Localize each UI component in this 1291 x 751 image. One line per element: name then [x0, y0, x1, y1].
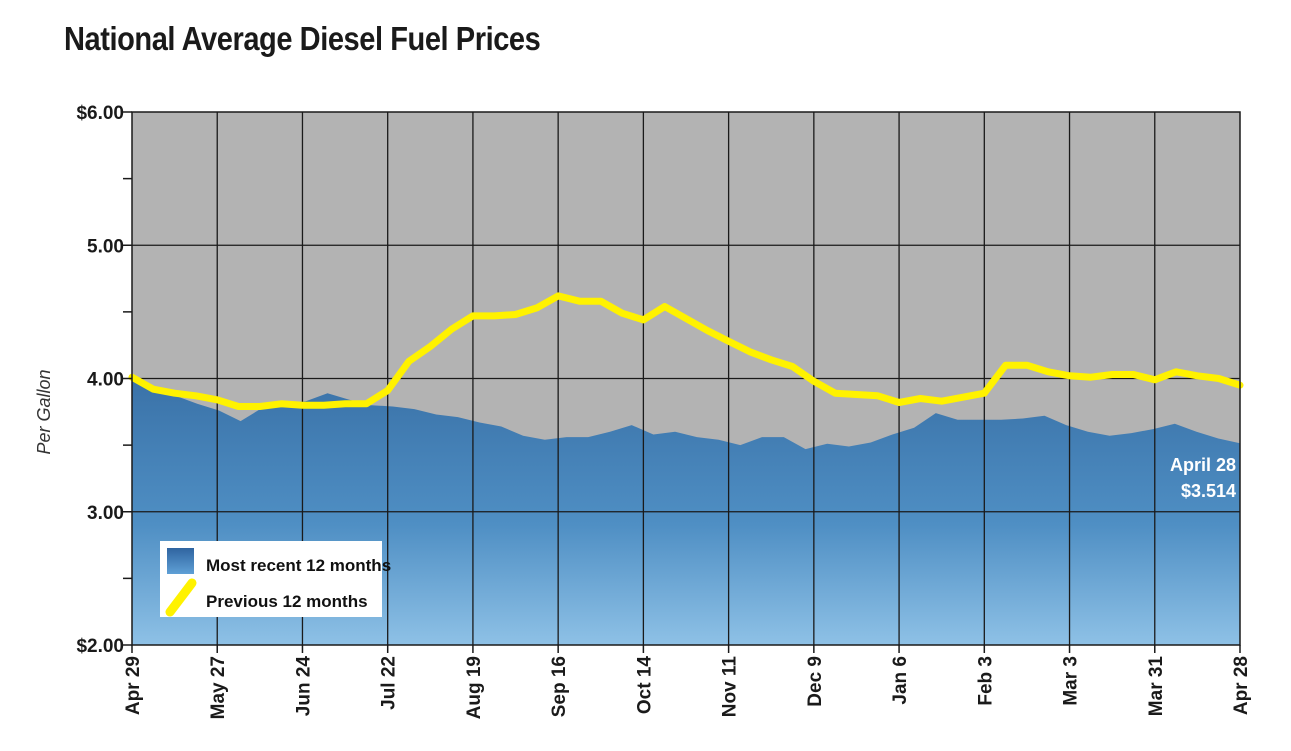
line-previous-12-months	[128, 292, 1244, 410]
legend: Most recent 12 months Previous 12 months	[160, 541, 391, 617]
y-axis-label: Per Gallon	[34, 369, 54, 454]
x-tick-label: Dec 9	[805, 656, 826, 707]
x-tick-label: Nov 11	[720, 656, 741, 718]
legend-box	[160, 541, 382, 617]
y-tick-label: $6.00	[76, 103, 124, 124]
legend-swatch-previous	[165, 578, 197, 617]
x-tick-label: Jun 24	[294, 656, 315, 717]
y-tick-label: 5.00	[87, 236, 124, 257]
chart-title: National Average Diesel Fuel Prices	[64, 20, 541, 57]
x-tick-label: May 27	[208, 656, 229, 719]
legend-label-most-recent: Most recent 12 months	[206, 556, 391, 575]
x-tick-label: Sep 16	[549, 656, 570, 717]
latest-value-annotation: April 28 $3.514	[1170, 455, 1236, 501]
annotation-value: $3.514	[1181, 481, 1236, 501]
annotation-date: April 28	[1170, 455, 1236, 475]
legend-swatch-most-recent	[167, 548, 194, 574]
x-tick-label: Mar 31	[1146, 656, 1167, 717]
y-tick-label: $2.00	[76, 636, 124, 657]
x-tick-label: Jan 6	[890, 656, 911, 705]
x-tick-label: Oct 14	[634, 656, 655, 715]
x-tick-label: Mar 3	[1061, 656, 1082, 706]
x-tick-label: Apr 29	[123, 656, 144, 715]
y-tick-label: 3.00	[87, 503, 124, 524]
x-tick-label: Feb 3	[975, 656, 996, 706]
legend-label-previous: Previous 12 months	[206, 592, 368, 611]
x-tick-label: Aug 19	[464, 656, 485, 719]
y-tick-label: 4.00	[87, 370, 124, 391]
x-tick-label: Apr 28	[1231, 656, 1252, 715]
x-tick-label: Jul 22	[379, 656, 400, 710]
